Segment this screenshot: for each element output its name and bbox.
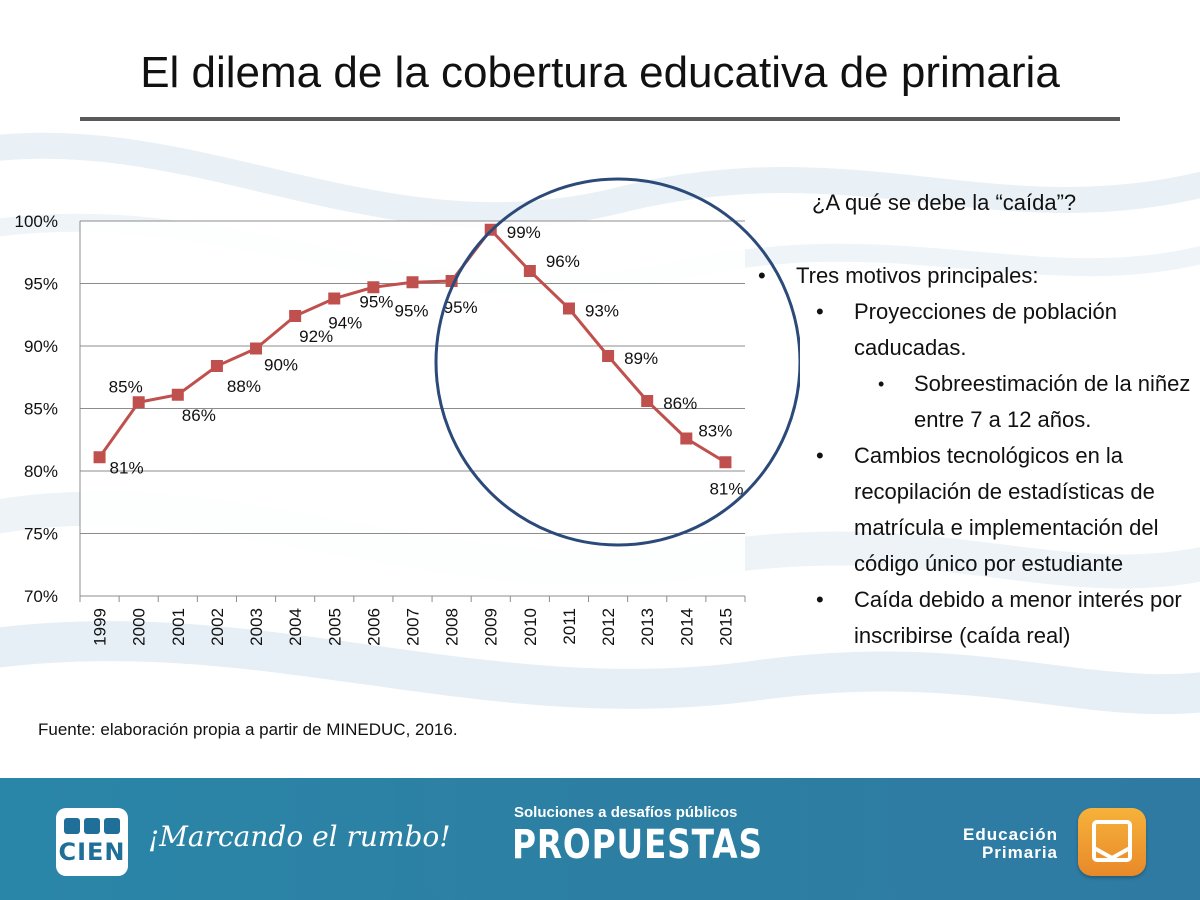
data-label: 93% <box>585 302 619 321</box>
data-label: 90% <box>264 356 298 375</box>
data-label: 94% <box>328 314 362 333</box>
data-label: 95% <box>444 298 478 317</box>
x-tick-label: 2010 <box>521 608 540 646</box>
x-tick-label: 2015 <box>716 608 735 646</box>
data-point <box>210 360 223 372</box>
bullet-item: • Proyecciones de población caducadas. <box>816 299 1117 360</box>
x-tick-label: 2007 <box>404 608 423 646</box>
y-tick-label: 100% <box>15 212 58 231</box>
coverage-line-chart: 70% 75% 80% 85% 90% 95% 100% 1999 2000 2001 2002 20… <box>15 177 800 646</box>
propuestas-subtitle: Soluciones a desafíos públicos <box>514 804 738 821</box>
x-tick-label: 2004 <box>286 608 305 646</box>
highlight-circle <box>434 177 800 547</box>
y-tick-label: 85% <box>24 400 58 419</box>
bullet-text: Proyecciones de población caducadas. <box>854 299 1117 360</box>
data-point <box>367 281 380 294</box>
data-point <box>641 395 654 407</box>
footer-banner: CIEN ¡Marcando el rumbo! Soluciones a de… <box>0 778 1200 900</box>
education-app-icon <box>1078 808 1146 876</box>
data-point <box>289 310 302 322</box>
chart-source: Fuente: elaboración propia a partir de M… <box>38 720 458 739</box>
bullet-text: Tres motivos principales: <box>796 263 1039 288</box>
data-label: 95% <box>359 292 393 311</box>
y-tick-label: 70% <box>24 587 58 606</box>
propuestas-logo: PROPUESTAS <box>512 822 763 868</box>
data-label: 86% <box>663 394 697 413</box>
data-label: 99% <box>507 223 541 242</box>
x-tick-label: 2013 <box>638 608 657 646</box>
data-label: 96% <box>546 252 580 271</box>
title-divider <box>80 117 1120 121</box>
x-tick-label: 2002 <box>208 608 227 646</box>
x-tick-label: 2003 <box>247 608 266 646</box>
data-label: 88% <box>227 377 261 396</box>
data-point <box>680 432 693 445</box>
data-label: 81% <box>110 458 144 477</box>
y-tick-label: 95% <box>24 275 58 294</box>
data-point <box>250 342 263 355</box>
data-label: 89% <box>624 349 658 368</box>
edu-line-1: Educación <box>963 825 1058 844</box>
data-label: 85% <box>109 377 143 396</box>
bullet-item: • Tres motivos principales: <box>758 263 1039 288</box>
bullet-item: • Caída debido a menor interés por inscri… <box>816 587 1182 648</box>
x-tick-label: 2001 <box>169 608 188 646</box>
x-tick-label: 2006 <box>364 608 383 646</box>
x-tick-label: 1999 <box>91 608 110 646</box>
data-point <box>602 350 615 362</box>
data-point <box>719 456 732 469</box>
x-tick-label: 2009 <box>482 608 501 646</box>
data-point <box>406 276 419 289</box>
data-point <box>132 396 145 409</box>
x-tick-label: 2005 <box>325 608 344 646</box>
x-tick-label: 2008 <box>443 608 462 646</box>
y-tick-label: 90% <box>24 337 58 356</box>
question-heading: ¿A qué se debe la “caída”? <box>812 190 1077 215</box>
bullet-text: Cambios tecnológicos en la recopilación … <box>854 443 1159 576</box>
data-label: 83% <box>698 422 732 441</box>
edu-line-2: Primaria <box>981 843 1058 862</box>
cien-logo-text: CIEN <box>58 838 126 866</box>
x-tick-label: 2011 <box>560 608 579 645</box>
educacion-primaria-label: Educación Primaria <box>952 826 1058 862</box>
x-tick-label: 2014 <box>677 608 696 646</box>
y-tick-label: 80% <box>24 462 58 481</box>
data-label: 86% <box>182 406 216 425</box>
data-point <box>93 451 106 464</box>
cien-logo: CIEN <box>56 808 128 876</box>
bullet-item: • Sobreestimación de la niñez entre 7 a 1… <box>878 371 1191 432</box>
x-tick-label: 2000 <box>130 608 149 646</box>
data-point <box>171 388 184 401</box>
data-point <box>562 302 575 315</box>
bullet-text: Sobreestimación de la niñez entre 7 a 12… <box>914 371 1191 432</box>
data-point <box>328 292 341 305</box>
slogan: ¡Marcando el rumbo! <box>148 820 451 853</box>
data-label: 95% <box>395 301 429 320</box>
bullet-item: • Cambios tecnológicos en la recopilación… <box>816 443 1159 576</box>
y-tick-label: 75% <box>24 525 58 544</box>
data-label: 81% <box>709 479 743 498</box>
data-label: 92% <box>299 327 333 346</box>
bullet-text: Caída debido a menor interés por inscrib… <box>854 587 1182 648</box>
x-tick-label: 2012 <box>599 608 618 646</box>
bullet-list: • Tres motivos principales: • Proyecciones… <box>758 258 1198 654</box>
data-point <box>523 265 536 277</box>
slide-title: El dilema de la cobertura educativa de p… <box>140 48 1060 97</box>
